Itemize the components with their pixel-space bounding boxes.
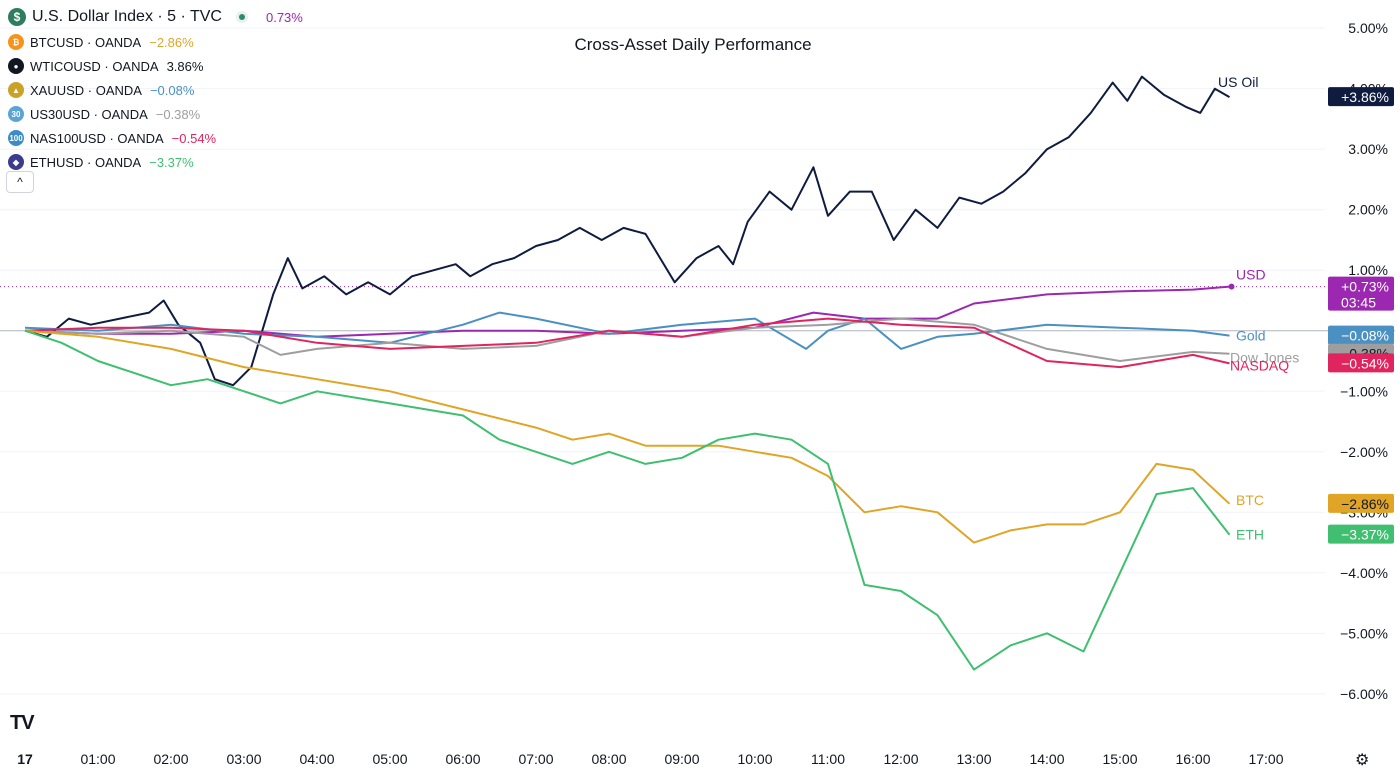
series-value-badge [1328,87,1394,107]
legend-main-label: U.S. Dollar Index · 5 · TVC [32,8,222,25]
legend-row[interactable]: ₿ BTCUSD · OANDA −2.86% [8,30,303,54]
series-end-label: USD [1236,267,1266,283]
x-tick-label: 02:00 [153,751,188,767]
legend-symbol-value: −3.37% [149,154,194,170]
x-tick-label: 03:00 [226,751,261,767]
y-tick-label: 3.00% [1348,141,1388,157]
x-tick-label: 17:00 [1248,751,1283,767]
legend-rows: ₿ BTCUSD · OANDA −2.86% ● WTICOUSD · OANDA 3.… [8,30,303,174]
legend-symbol-label: BTCUSD · OANDA [30,34,142,50]
x-tick-label: 09:00 [664,751,699,767]
series-value-badge-text: +3.86% [1341,89,1389,105]
legend-symbol-value: −2.86% [149,34,194,50]
series-value-badge [1328,524,1394,544]
legend-row[interactable]: ◆ ETHUSD · OANDA −3.37% [8,150,303,174]
y-tick-label: −6.00% [1340,686,1388,702]
x-tick-label: 13:00 [956,751,991,767]
series-line-nasdaq [24,317,1230,369]
legend-row[interactable]: 30 US30USD · OANDA −0.38% [8,102,303,126]
series-value-badge-text: −3.37% [1341,527,1389,543]
dollar-icon: $ [8,8,26,26]
x-tick-label: 10:00 [737,751,772,767]
x-tick-label: 07:00 [518,751,553,767]
series-time-badge-text: 03:45 [1341,295,1376,311]
series-value-badge-text: −2.86% [1341,496,1389,512]
series-value-badge [1328,325,1394,345]
x-tick-label: 05:00 [372,751,407,767]
legend-row[interactable]: ● WTICOUSD · OANDA 3.86% [8,54,303,78]
x-tick-label: 12:00 [883,751,918,767]
legend-symbol-value: −0.08% [149,82,195,98]
y-tick-label: 2.00% [1348,202,1388,218]
legend-symbol-label: US30USD · OANDA [30,106,148,122]
symbol-icon: ● [8,58,24,74]
series-line-btc [24,329,1231,544]
symbol-icon: ₿ [8,34,24,50]
chart-legend: $ U.S. Dollar Index · 5 · TVC 0.73% ₿ BTC… [8,4,303,174]
x-tick-label: 04:00 [299,751,334,767]
x-tick-label: 01:00 [80,751,115,767]
series-end-label: BTC [1236,492,1264,508]
series-value-badge [1328,353,1394,373]
series-line-gold [24,311,1230,350]
legend-symbol-value: 3.86% [166,58,204,74]
usd-last-point [1228,283,1235,290]
symbol-icon: ◆ [8,154,24,170]
y-tick-label: −1.00% [1340,383,1388,399]
y-tick-label: −5.00% [1340,625,1388,641]
y-tick-label: 1.00% [1348,262,1388,278]
series-value-badge [1328,493,1394,513]
legend-main-value: 0.73% [265,9,303,25]
x-tick-label: 16:00 [1175,751,1210,767]
series-end-label: NASDAQ [1230,357,1289,373]
symbol-icon: 100 [8,130,24,146]
y-tick-label: −4.00% [1340,565,1388,581]
collapse-legend-button[interactable]: ^ [6,171,34,193]
legend-symbol-value: −0.54% [171,130,217,146]
settings-gear-icon[interactable]: ⚙ [1355,752,1370,769]
tradingview-logo-icon: TV [10,712,35,734]
series-value-badge [1328,276,1394,311]
chart-title: Cross-Asset Daily Performance [574,35,811,54]
x-tick-label: 08:00 [591,751,626,767]
legend-symbol-value: −0.38% [155,106,201,122]
series-end-label: Gold [1236,328,1266,344]
series-line-us-oil [24,75,1230,387]
x-tick-label: 06:00 [445,751,480,767]
y-tick-label: −2.00% [1340,444,1388,460]
series-value-badge-text: +0.73% [1341,279,1389,295]
series-line-eth [24,329,1231,671]
legend-symbol-label: NAS100USD · OANDA [30,130,164,146]
legend-row[interactable]: ▲ XAUUSD · OANDA −0.08% [8,78,303,102]
legend-symbol-label: WTICOUSD · OANDA [30,58,159,74]
series-value-badge-text: −0.08% [1341,328,1389,344]
series-value-badge-text: −0.54% [1341,355,1389,371]
series-end-label: ETH [1236,527,1264,543]
legend-symbol-label: ETHUSD · OANDA [30,154,142,170]
symbol-icon: 30 [8,106,24,122]
x-tick-label: 15:00 [1102,751,1137,767]
x-tick-label: 17 [17,751,33,767]
series-end-label: Dow Jones [1230,350,1299,366]
status-dot-icon [235,11,248,23]
legend-row[interactable]: 100 NAS100USD · OANDA −0.54% [8,126,303,150]
x-tick-label: 14:00 [1029,751,1064,767]
y-tick-label: 5.00% [1348,20,1388,36]
x-tick-label: 11:00 [811,751,845,767]
legend-main-row[interactable]: $ U.S. Dollar Index · 5 · TVC 0.73% [8,4,303,30]
symbol-icon: ▲ [8,82,24,98]
series-end-label: US Oil [1218,74,1258,90]
legend-symbol-label: XAUUSD · OANDA [30,82,142,98]
